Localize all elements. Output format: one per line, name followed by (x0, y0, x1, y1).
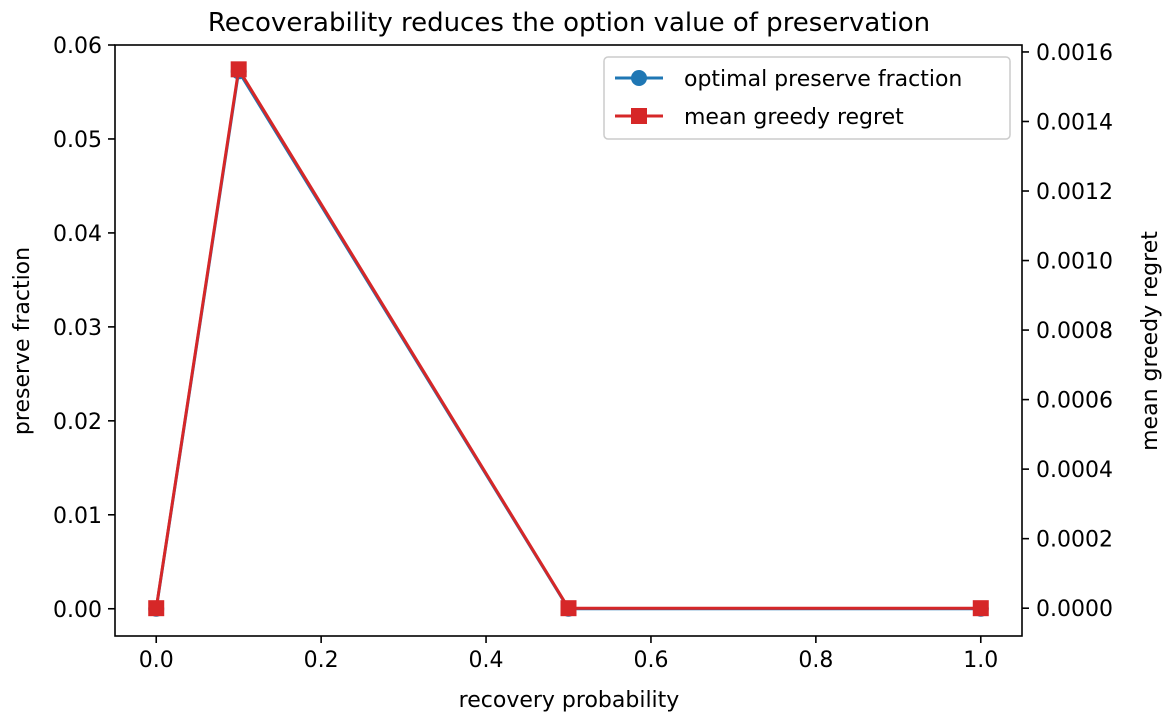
y-right-tick-label: 0.0012 (1036, 180, 1113, 205)
x-tick-label: 0.8 (798, 648, 833, 673)
legend-label-1: optimal preserve fraction (684, 67, 962, 92)
legend-box (603, 56, 1011, 140)
x-tick-label: 0.0 (139, 648, 174, 673)
chart-title: Recoverability reduces the option value … (208, 8, 930, 38)
y-left-tick-label: 0.06 (53, 34, 102, 59)
x-tick-label: 0.4 (469, 648, 504, 673)
series-layer (148, 61, 989, 617)
y-right-tick-label: 0.0008 (1036, 319, 1113, 344)
y-right-tick-label: 0.0004 (1036, 458, 1113, 483)
y-left-tick-label: 0.03 (53, 316, 102, 341)
x-axis-label: recovery probability (459, 688, 680, 713)
legend-label-2: mean greedy regret (684, 105, 904, 130)
y-axis-left-label: preserve fraction (10, 247, 35, 435)
y-axis-left: 0.00 0.01 0.02 0.03 0.04 0.05 0.06 (53, 34, 115, 623)
series-point-2 (148, 600, 165, 617)
series-point-2 (230, 61, 247, 78)
y-left-tick-label: 0.01 (53, 504, 102, 529)
y-right-tick-label: 0.0000 (1036, 597, 1113, 622)
x-tick-label: 0.6 (633, 648, 668, 673)
y-axis-right: 0.0000 0.0002 0.0004 0.0006 0.0008 0.0010 0.00… (1022, 41, 1113, 622)
plot-area (114, 44, 1023, 637)
x-tick-label: 0.2 (304, 648, 339, 673)
y-right-tick-label: 0.0002 (1036, 528, 1113, 553)
legend-marker-2 (631, 108, 647, 124)
legend: optimal preserve fraction mean greedy reg… (603, 56, 1011, 140)
y-left-tick-label: 0.05 (53, 128, 102, 153)
series-point-2 (972, 600, 989, 617)
series-point-2 (560, 600, 577, 617)
y-right-tick-label: 0.0014 (1036, 110, 1113, 135)
plot-frame (114, 44, 1023, 637)
x-tick-label: 1.0 (963, 648, 998, 673)
y-right-tick-label: 0.0016 (1036, 41, 1113, 66)
y-left-tick-label: 0.00 (53, 598, 102, 623)
y-right-tick-label: 0.0010 (1036, 250, 1113, 275)
x-axis: 0.0 0.2 0.4 0.6 0.8 1.0 (139, 636, 998, 673)
y-right-tick-label: 0.0006 (1036, 389, 1113, 414)
legend-marker-1 (631, 70, 647, 86)
series-line-2 (154, 67, 981, 610)
y-left-tick-label: 0.04 (53, 222, 102, 247)
y-left-tick-label: 0.02 (53, 410, 102, 435)
y-axis-right-label: mean greedy regret (1138, 231, 1163, 451)
